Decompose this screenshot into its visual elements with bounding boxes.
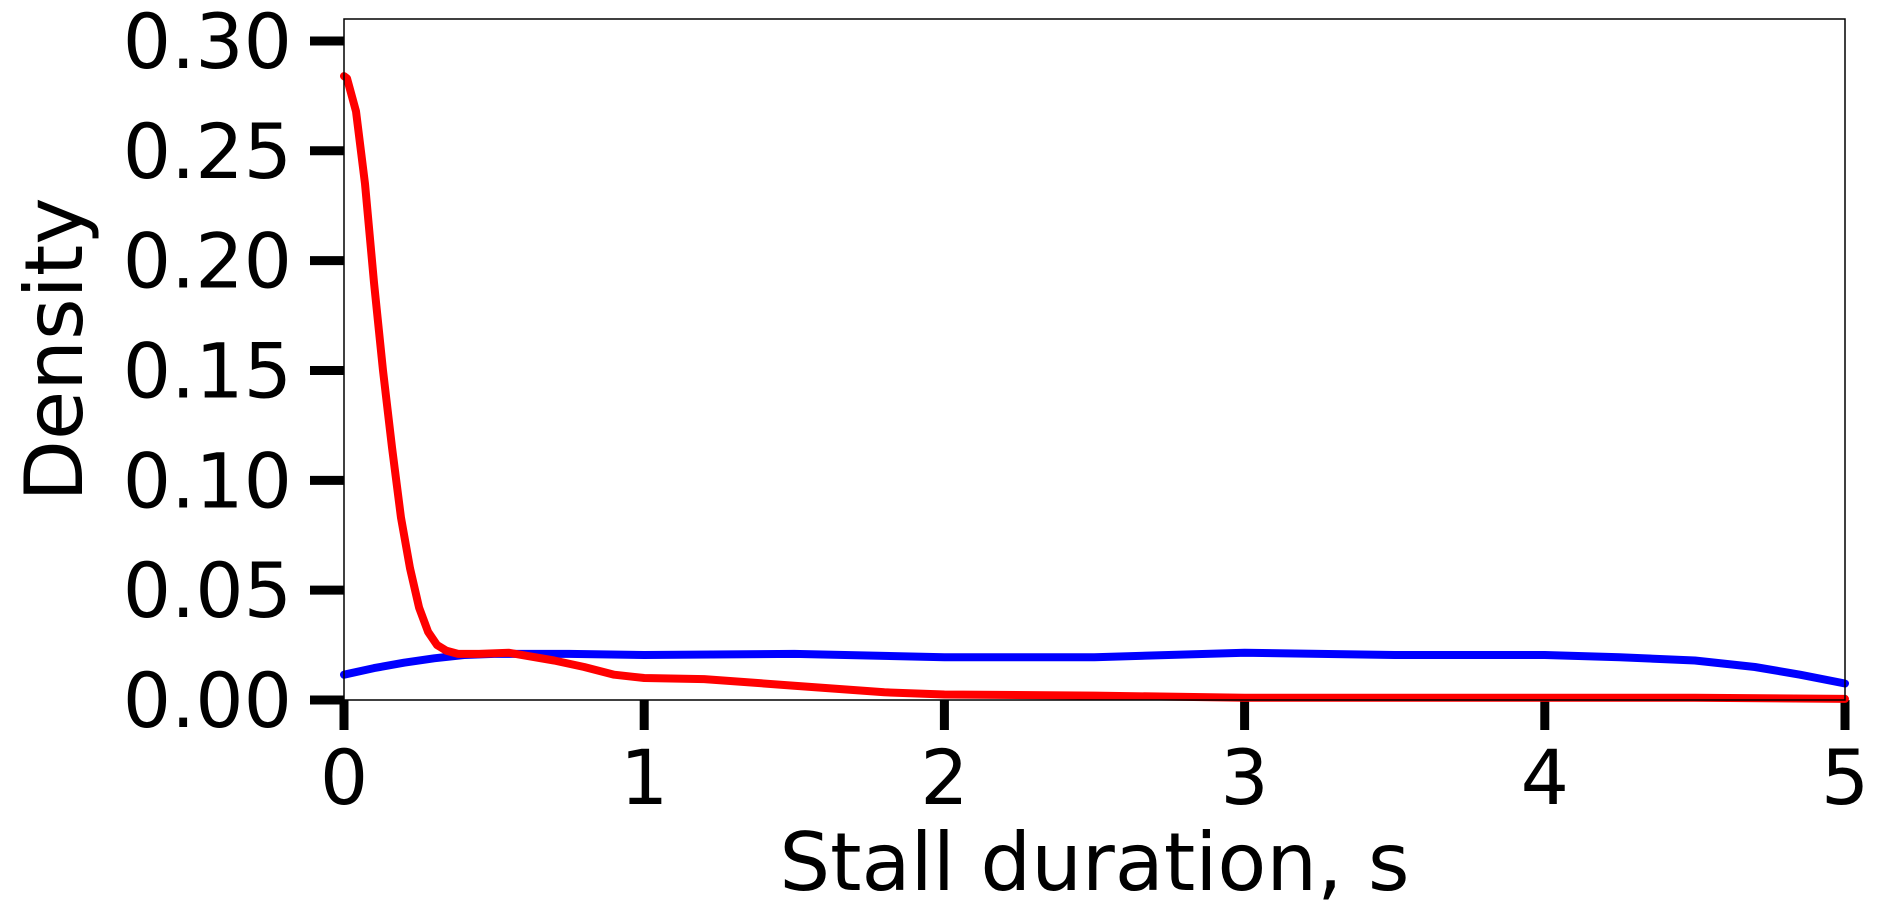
x-tick-label: 3 <box>1220 733 1268 822</box>
x-tick-label: 0 <box>320 733 368 822</box>
y-tick-label: 0.25 <box>123 107 292 196</box>
series-layer <box>340 72 1849 703</box>
series-line-1 <box>340 648 1849 688</box>
x-tick-label: 5 <box>1821 733 1869 822</box>
x-tick-label: 1 <box>620 733 668 822</box>
series-line-2 <box>340 72 1849 703</box>
x-axis-label: Stall duration, s <box>779 816 1409 909</box>
y-tick-label: 0.20 <box>123 217 292 306</box>
y-tick-label: 0.00 <box>123 656 292 745</box>
y-axis-label: Density <box>8 197 101 501</box>
y-tick-label: 0.30 <box>123 0 292 86</box>
x-tick-label: 2 <box>920 733 968 822</box>
y-tick-label: 0.15 <box>123 326 292 415</box>
ticks-layer: 0.00 0.05 0.10 0.15 0.20 0.25 0.30 0 1 2 3 4 5 <box>123 0 1869 822</box>
x-tick-label: 4 <box>1521 733 1569 822</box>
y-tick-label: 0.10 <box>123 436 292 525</box>
y-tick-label: 0.05 <box>123 546 292 635</box>
plot-frame <box>343 18 1846 701</box>
